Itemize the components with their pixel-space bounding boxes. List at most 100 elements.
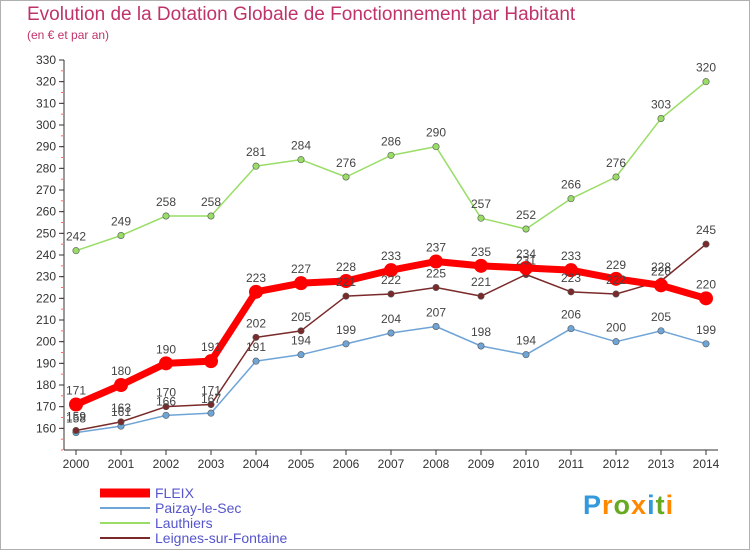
data-label: 194 [516, 334, 536, 348]
data-label: 223 [246, 271, 266, 285]
data-point [699, 291, 713, 306]
data-label: 266 [561, 178, 581, 192]
data-point [657, 327, 665, 335]
data-label: 258 [201, 195, 221, 209]
data-point [117, 418, 125, 426]
data-point [69, 397, 83, 412]
data-label: 171 [201, 384, 221, 398]
data-label: 199 [696, 323, 716, 337]
chart-title: Evolution de la Dotation Globale de Fonc… [27, 4, 576, 25]
data-label: 222 [606, 273, 626, 287]
y-tick-label: 200 [36, 335, 56, 349]
data-label: 245 [696, 223, 716, 237]
data-label: 222 [381, 273, 401, 287]
data-label: 276 [336, 156, 356, 170]
data-label: 286 [381, 134, 401, 148]
legend-label: Leignes-sur-Fontaine [155, 530, 288, 546]
data-point [702, 240, 710, 248]
logo-letter: i [665, 490, 675, 520]
data-label: 242 [66, 230, 86, 244]
data-point [207, 212, 215, 220]
data-point [207, 409, 215, 417]
series-lauthiers [72, 78, 710, 255]
y-tick-label: 270 [36, 183, 56, 197]
logo-letter: i [647, 490, 656, 520]
y-tick-label: 310 [36, 96, 56, 110]
legend: FLEIXPaizay-le-SecLauthiersLeignes-sur-F… [100, 485, 288, 546]
data-point [522, 351, 530, 359]
data-label: 237 [426, 241, 446, 255]
data-label: 158 [66, 412, 86, 426]
x-tick-label: 2012 [603, 457, 630, 471]
data-label: 163 [111, 401, 131, 415]
y-tick-label: 220 [36, 291, 56, 305]
data-label: 159 [66, 410, 86, 424]
x-tick-label: 2011 [558, 457, 584, 471]
data-label: 284 [291, 139, 311, 153]
data-point [207, 400, 215, 408]
data-point [204, 354, 218, 369]
data-label: 220 [696, 277, 716, 291]
x-tick-label: 2005 [288, 457, 315, 471]
data-point [477, 342, 485, 350]
data-point [297, 156, 305, 164]
y-tick-label: 300 [36, 118, 56, 132]
data-label: 290 [426, 126, 446, 140]
data-label: 221 [336, 275, 356, 289]
data-label: 229 [606, 258, 626, 272]
data-label: 233 [561, 249, 581, 263]
data-point [564, 263, 578, 278]
data-point [657, 115, 665, 123]
x-tick-label: 2013 [648, 457, 675, 471]
data-label: 276 [606, 156, 626, 170]
data-label: 206 [561, 308, 581, 322]
series-fleix [69, 254, 713, 412]
data-label: 281 [246, 145, 266, 159]
series-leignes-sur-fontaine [72, 240, 710, 434]
data-label: 166 [156, 394, 176, 408]
data-label: 221 [471, 275, 491, 289]
logo-letter: P [583, 490, 603, 520]
data-point [477, 214, 485, 222]
data-point [162, 403, 170, 411]
data-label: 233 [381, 249, 401, 263]
y-tick-label: 330 [36, 53, 56, 67]
data-label: 235 [471, 245, 491, 259]
data-point [387, 151, 395, 159]
data-point [612, 173, 620, 181]
data-point [342, 173, 350, 181]
data-point [567, 288, 575, 296]
data-point [612, 338, 620, 346]
data-label: 228 [651, 260, 671, 274]
data-label: 204 [381, 312, 401, 326]
axes: 160 170 180 190 200 210 220 230 240 250 260 270 280 2… [36, 53, 720, 471]
data-point [387, 290, 395, 298]
data-label: 198 [471, 325, 491, 339]
data-label: 225 [426, 267, 446, 281]
data-label: 223 [561, 271, 581, 285]
data-point [342, 340, 350, 348]
y-tick-label: 260 [36, 205, 56, 219]
data-label: 227 [291, 262, 311, 276]
data-label: 231 [516, 254, 536, 268]
x-tick-label: 2014 [693, 457, 720, 471]
data-point [387, 329, 395, 337]
y-tick-label: 160 [36, 421, 56, 435]
data-point [159, 356, 173, 371]
y-tick-label: 320 [36, 75, 56, 89]
legend-label: Paizay-le-Sec [155, 500, 241, 516]
data-label: 252 [516, 208, 536, 222]
y-tick-label: 180 [36, 378, 56, 392]
logo-letter: t [655, 490, 666, 520]
x-tick-label: 2008 [423, 457, 450, 471]
data-point [162, 212, 170, 220]
data-point [567, 325, 575, 333]
data-point [702, 340, 710, 348]
data-label: 190 [156, 342, 176, 356]
series-paizay-le-sec [72, 322, 710, 437]
data-point [297, 327, 305, 335]
data-point [117, 232, 125, 240]
y-tick-label: 170 [36, 400, 56, 414]
y-tick-label: 210 [36, 313, 56, 327]
